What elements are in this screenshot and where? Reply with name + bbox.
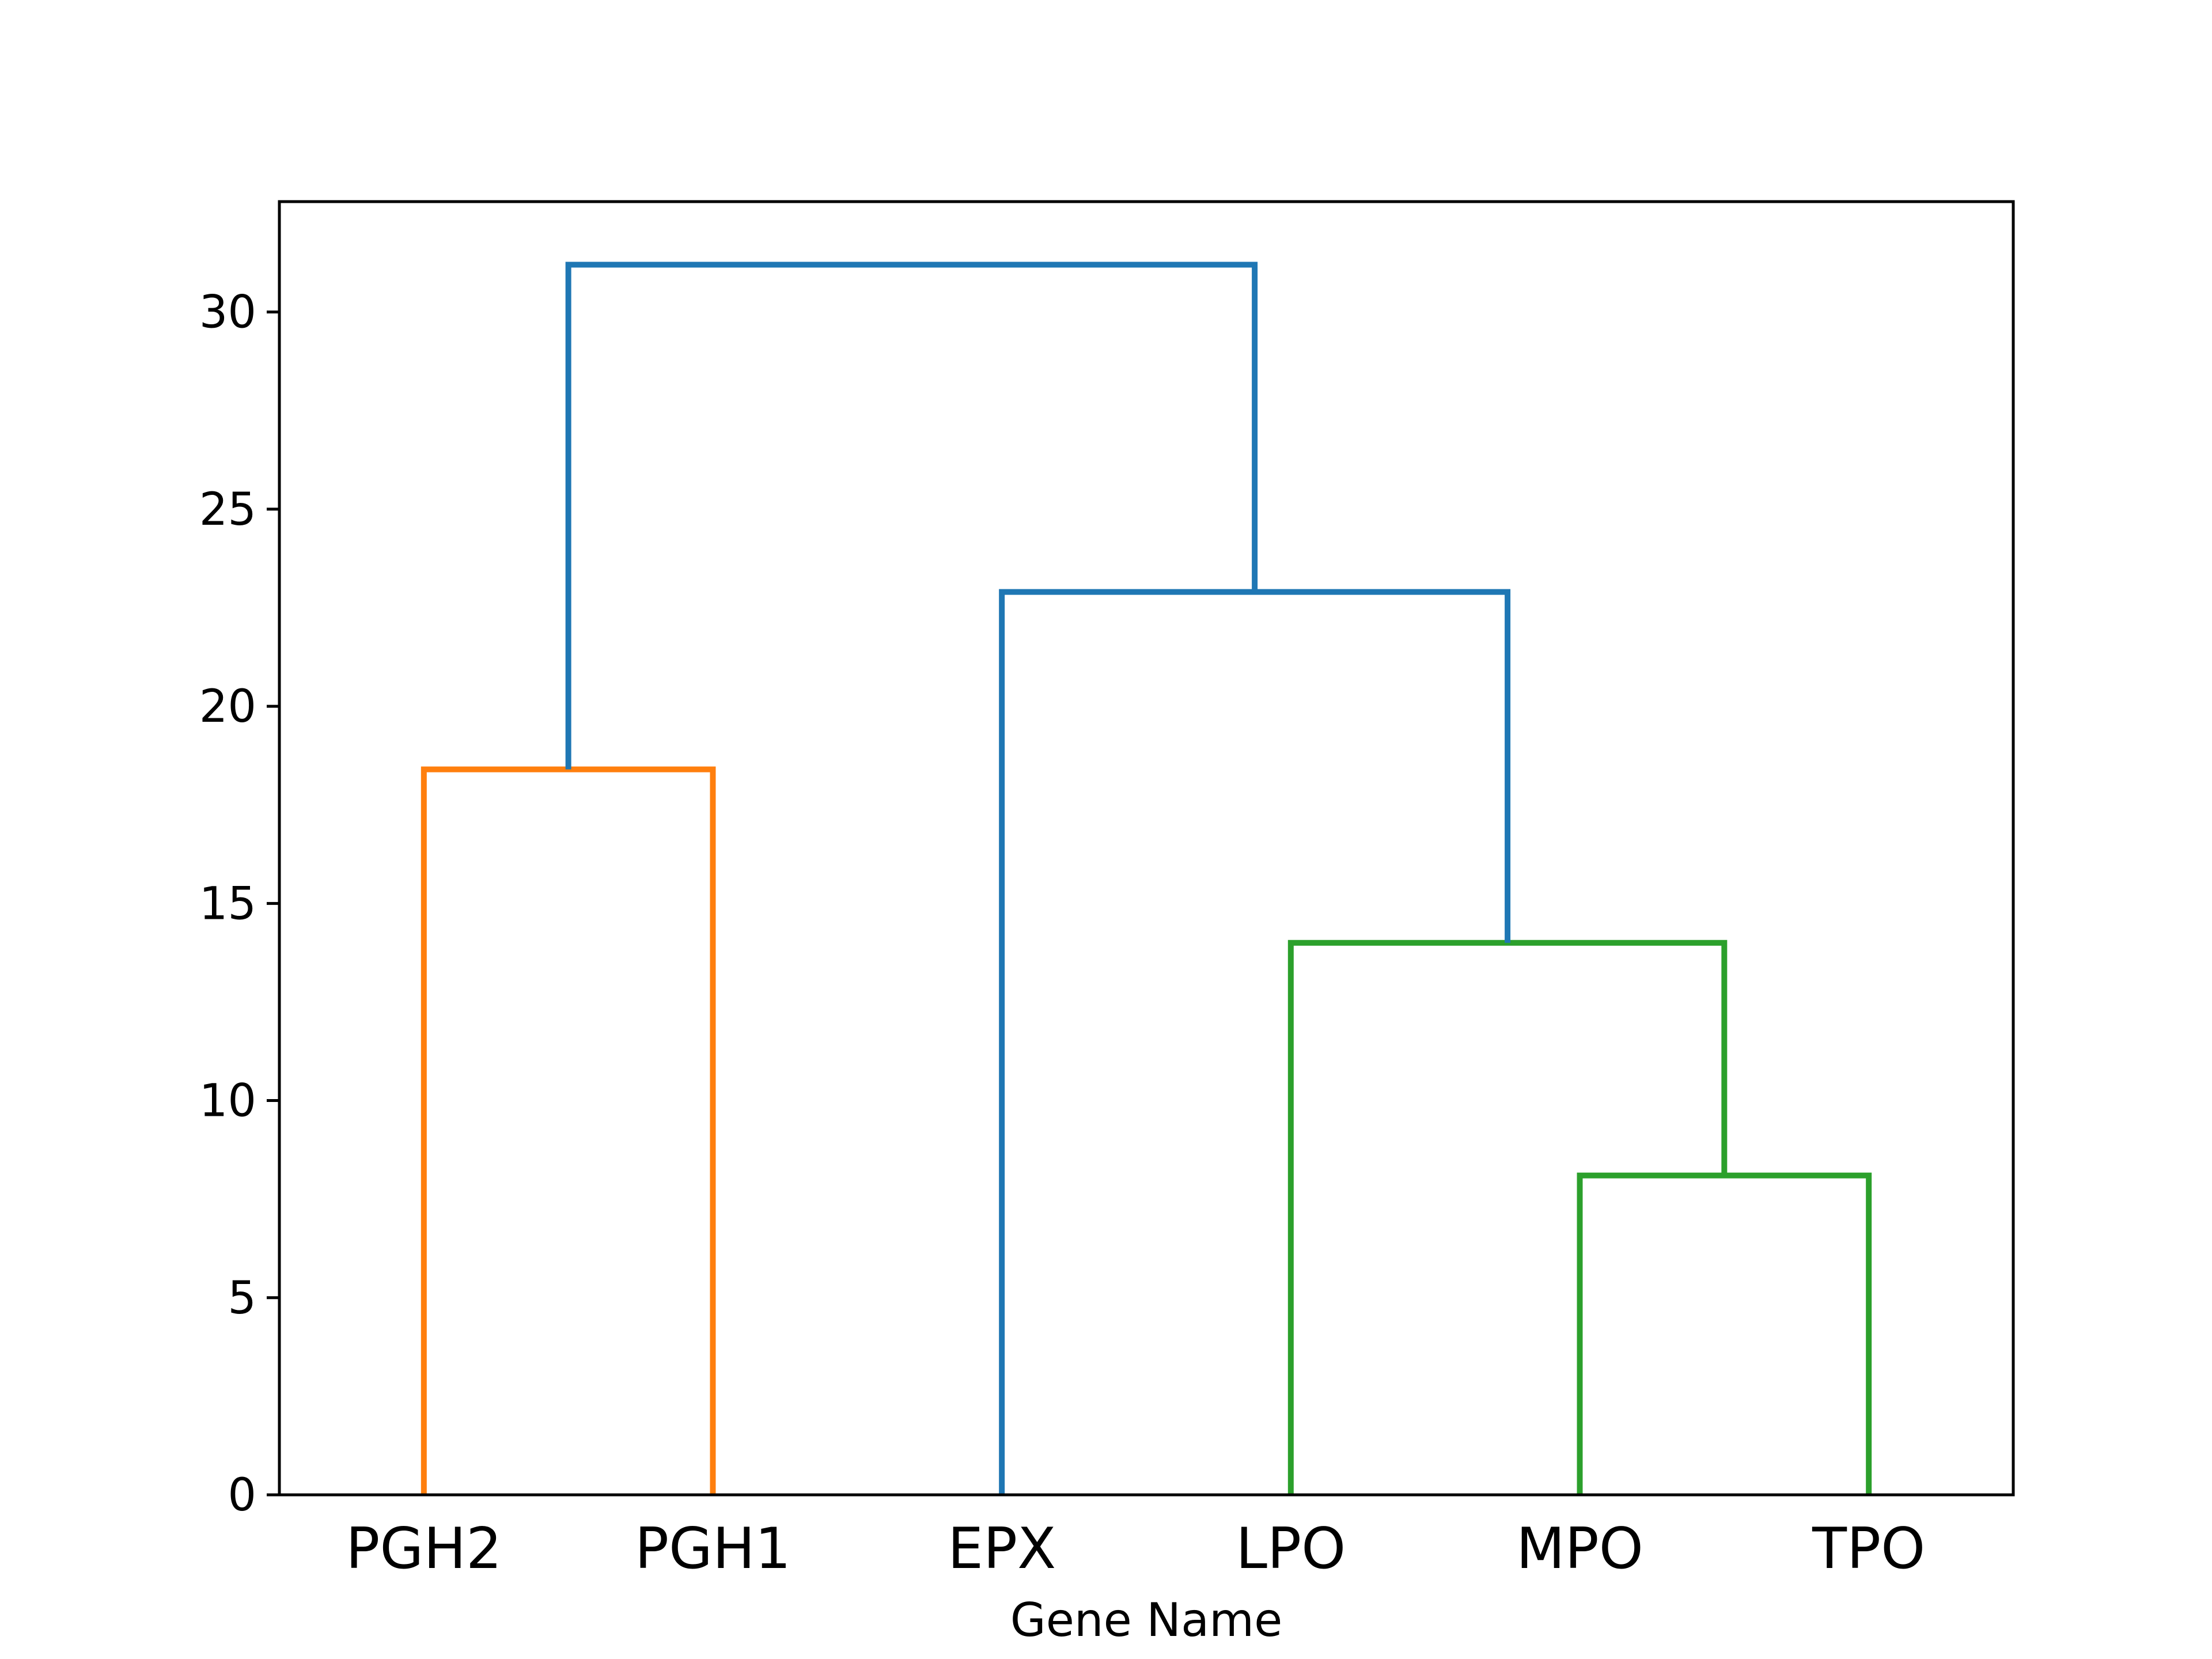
x-tick-label-pgh2: PGH2 [346, 1516, 502, 1582]
dendrogram-link-1 [421, 766, 716, 1495]
y-tick-label: 30 [199, 287, 256, 339]
x-tick-label-lpo: LPO [1236, 1516, 1346, 1582]
y-axis-ticks: 0 5 10 15 20 25 30 [199, 287, 279, 1521]
dendrogram-link-3 [1287, 940, 1728, 1495]
plot-frame [278, 200, 2015, 1497]
y-tick-label: 25 [199, 484, 256, 536]
x-tick-label-pgh1: PGH1 [635, 1516, 791, 1582]
x-axis-label: Gene Name [1010, 1593, 1283, 1647]
y-tick-label: 15 [199, 878, 256, 930]
y-tick-label: 0 [228, 1469, 256, 1521]
dendrogram-link-4 [999, 589, 1511, 1495]
y-tick-label: 20 [199, 681, 256, 733]
y-tick-label: 10 [199, 1075, 256, 1127]
dendrogram-link-5 [565, 262, 1258, 770]
x-tick-label-mpo: MPO [1516, 1516, 1643, 1582]
x-tick-label-epx: EPX [948, 1516, 1056, 1582]
x-axis-ticks: PGH2 PGH1 EPX LPO MPO TPO [346, 1516, 1925, 1582]
x-tick-label-tpo: TPO [1812, 1516, 1925, 1582]
dendrogram-links [421, 262, 1872, 1495]
y-tick-label: 5 [228, 1272, 256, 1324]
